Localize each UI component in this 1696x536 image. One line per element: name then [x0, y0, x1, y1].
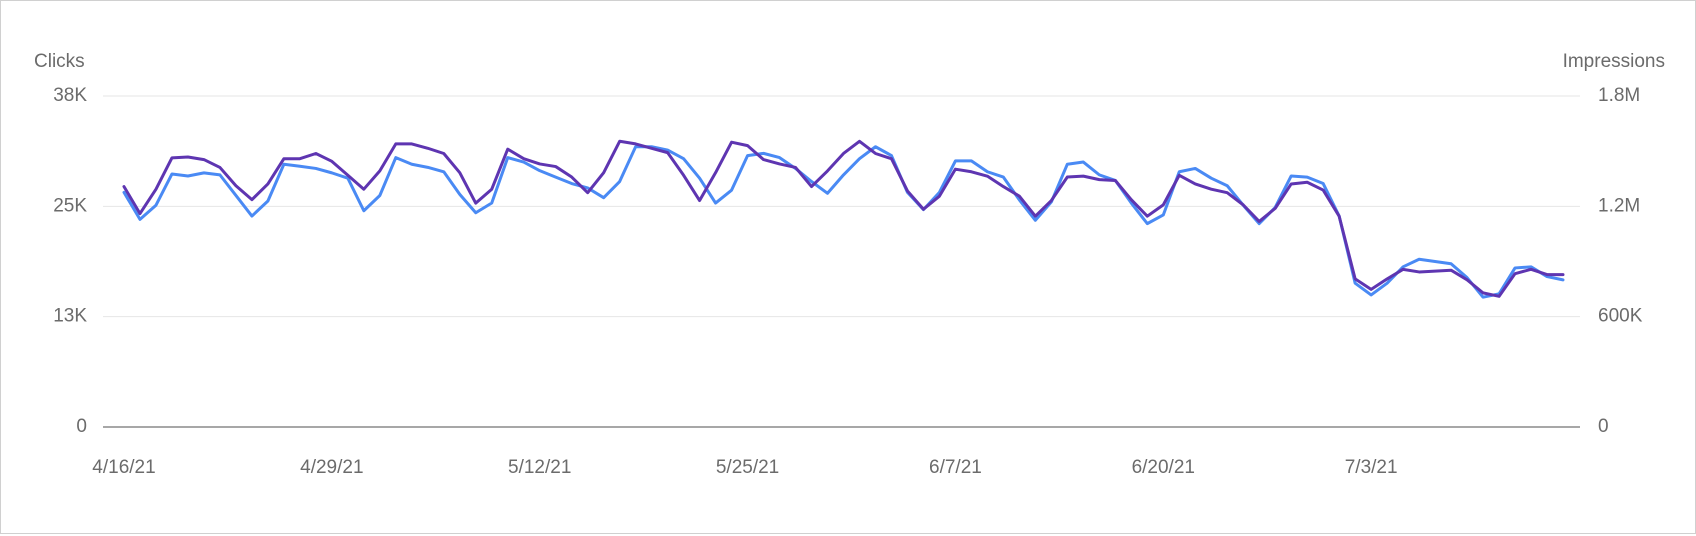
- x-tick-label: 5/12/21: [508, 457, 571, 478]
- y2-tick-label: 1.2M: [1598, 195, 1640, 216]
- x-tick-label: 4/16/21: [92, 457, 155, 478]
- y2-axis-label: Impressions: [1563, 51, 1665, 72]
- x-tick-label: 6/7/21: [929, 457, 982, 478]
- y2-tick-label: 1.8M: [1598, 85, 1640, 106]
- y-axis-label: Clicks: [34, 51, 85, 72]
- series-line: [122, 145, 1565, 299]
- y2-tick-label: 600K: [1598, 306, 1643, 327]
- series-line: [122, 139, 1565, 298]
- x-tick-label: 6/20/21: [1132, 457, 1195, 478]
- y-tick-label: 13K: [53, 306, 87, 327]
- y2-tick-label: 0: [1598, 416, 1609, 437]
- x-tick-label: 4/29/21: [300, 457, 363, 478]
- y-tick-label: 25K: [53, 195, 87, 216]
- y-tick-label: 0: [76, 416, 87, 437]
- x-tick-label: 7/3/21: [1345, 457, 1398, 478]
- x-tick-label: 5/25/21: [716, 457, 779, 478]
- y-tick-label: 38K: [53, 85, 87, 106]
